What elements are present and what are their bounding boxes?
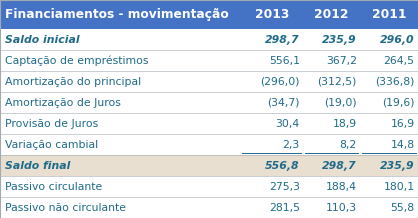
Bar [0, 155, 418, 176]
Text: Variação cambial: Variação cambial [5, 140, 98, 150]
Text: (19,0): (19,0) [324, 98, 357, 108]
Text: 2013: 2013 [255, 8, 289, 21]
Text: 14,8: 14,8 [390, 140, 415, 150]
Text: Passivo não circulante: Passivo não circulante [5, 203, 126, 213]
Text: 2012: 2012 [314, 8, 349, 21]
Text: 180,1: 180,1 [384, 182, 415, 192]
Text: (34,7): (34,7) [267, 98, 300, 108]
Text: 275,3: 275,3 [269, 182, 300, 192]
Text: Captação de empréstimos: Captação de empréstimos [5, 56, 148, 66]
Text: 235,9: 235,9 [380, 161, 415, 171]
Text: Provisão de Juros: Provisão de Juros [5, 119, 98, 129]
Text: 556,8: 556,8 [265, 161, 300, 171]
Text: 298,7: 298,7 [322, 161, 357, 171]
Text: 264,5: 264,5 [384, 56, 415, 66]
Text: (336,8): (336,8) [375, 77, 415, 87]
Text: 16,9: 16,9 [390, 119, 415, 129]
Text: Amortização de Juros: Amortização de Juros [5, 98, 121, 108]
Bar [0, 0, 418, 29]
Text: 18,9: 18,9 [333, 119, 357, 129]
Text: 110,3: 110,3 [326, 203, 357, 213]
Text: 2011: 2011 [372, 8, 406, 21]
Text: 296,0: 296,0 [380, 35, 415, 45]
Text: Amortização do principal: Amortização do principal [5, 77, 141, 87]
Text: 30,4: 30,4 [275, 119, 300, 129]
Text: Saldo inicial: Saldo inicial [5, 35, 80, 45]
Text: 55,8: 55,8 [390, 203, 415, 213]
Text: 281,5: 281,5 [269, 203, 300, 213]
Text: Financiamentos - movimentação: Financiamentos - movimentação [5, 8, 229, 21]
Text: Passivo circulante: Passivo circulante [5, 182, 102, 192]
Text: Saldo final: Saldo final [5, 161, 70, 171]
Text: (312,5): (312,5) [318, 77, 357, 87]
Text: 188,4: 188,4 [326, 182, 357, 192]
Text: 556,1: 556,1 [269, 56, 300, 66]
Text: 235,9: 235,9 [322, 35, 357, 45]
Text: (296,0): (296,0) [260, 77, 300, 87]
Text: 298,7: 298,7 [265, 35, 300, 45]
Text: 2,3: 2,3 [283, 140, 300, 150]
Text: 8,2: 8,2 [340, 140, 357, 150]
Text: 367,2: 367,2 [326, 56, 357, 66]
Text: (19,6): (19,6) [382, 98, 415, 108]
